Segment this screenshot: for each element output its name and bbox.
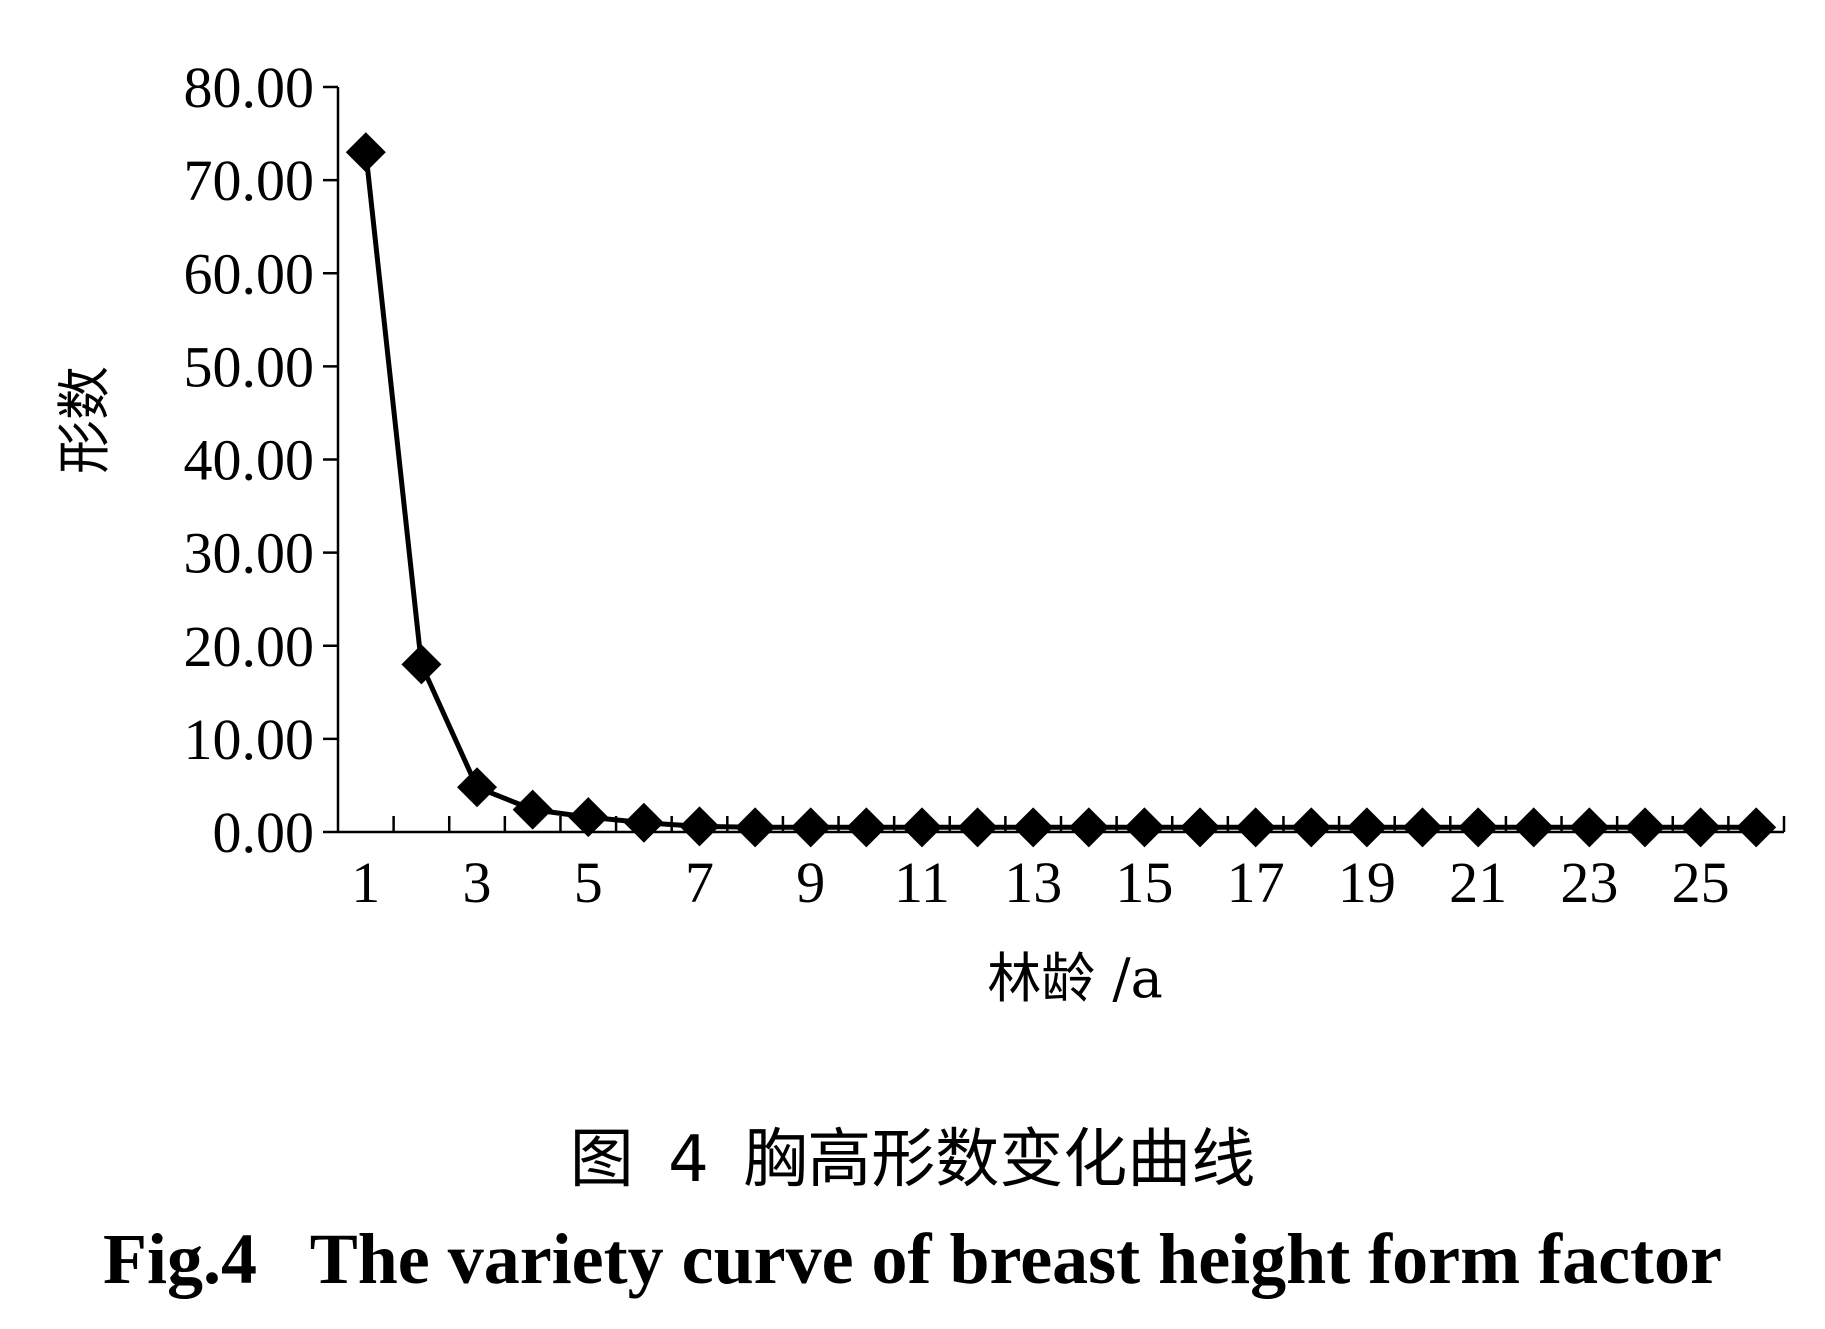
y-tick-label: 40.00 — [184, 428, 315, 493]
data-point-marker — [1291, 807, 1332, 848]
data-point-marker — [1346, 807, 1387, 848]
y-tick-label: 10.00 — [184, 707, 315, 772]
y-tick-label: 80.00 — [184, 55, 315, 120]
x-tick-label: 1 — [351, 850, 380, 915]
x-tick-label: 3 — [463, 850, 492, 915]
data-point-marker — [1624, 807, 1665, 848]
data-point-marker — [457, 767, 498, 808]
x-tick-label: 7 — [685, 850, 714, 915]
y-axis-title: 形数 — [53, 366, 116, 474]
y-tick-label: 30.00 — [184, 521, 315, 586]
data-point-marker — [1068, 807, 1109, 848]
figure-caption-chinese: 图 4 胸高形数变化曲线 — [569, 1123, 1256, 1197]
data-point-marker — [846, 807, 887, 848]
series-line — [363, 151, 1757, 830]
y-tick-label: 0.00 — [213, 800, 315, 865]
data-point-marker — [623, 802, 664, 843]
data-point-marker — [1235, 807, 1276, 848]
x-tick-label: 13 — [1004, 850, 1062, 915]
data-point-marker — [1569, 807, 1610, 848]
data-point-marker — [1402, 807, 1443, 848]
x-tick-label: 5 — [574, 850, 603, 915]
y-tick-label: 70.00 — [184, 148, 315, 213]
data-point-marker — [1180, 807, 1221, 848]
data-point-marker — [1124, 807, 1165, 848]
data-point-marker — [345, 132, 386, 173]
data-point-marker — [1513, 807, 1554, 848]
chart: 0.00 10.00 20.00 30.00 40.00 50.00 60.00 70.00 8… — [53, 55, 1786, 1010]
x-tick-label: 11 — [894, 850, 950, 915]
data-point-marker — [901, 807, 942, 848]
y-tick-label: 20.00 — [184, 614, 315, 679]
series-group — [345, 132, 1777, 848]
figure-caption-english: Fig.4 The variety curve of breast height… — [103, 1219, 1722, 1299]
y-ticks: 0.00 10.00 20.00 30.00 40.00 50.00 60.00 70.00 8… — [184, 55, 338, 865]
data-point-marker — [568, 797, 609, 838]
x-tick-label: 9 — [796, 850, 825, 915]
x-tick-label: 23 — [1560, 850, 1618, 915]
y-tick-label: 50.00 — [184, 334, 315, 399]
data-point-marker — [679, 806, 720, 847]
data-point-marker — [1013, 807, 1054, 848]
data-point-marker — [790, 807, 831, 848]
x-tick-label: 25 — [1672, 850, 1730, 915]
axes — [336, 87, 1784, 834]
data-point-marker — [1458, 807, 1499, 848]
data-point-marker — [1680, 807, 1721, 848]
x-axis-title: 林龄 /a — [987, 947, 1163, 1010]
x-tick-label: 15 — [1115, 850, 1173, 915]
x-tick-label: 19 — [1338, 850, 1396, 915]
data-point-marker — [735, 807, 776, 848]
data-point-marker — [401, 644, 442, 685]
data-point-marker — [1736, 807, 1777, 848]
data-point-marker — [512, 789, 553, 830]
x-tick-label: 21 — [1449, 850, 1507, 915]
y-tick-label: 60.00 — [184, 241, 315, 306]
x-tick-label: 17 — [1227, 850, 1285, 915]
data-point-marker — [957, 807, 998, 848]
